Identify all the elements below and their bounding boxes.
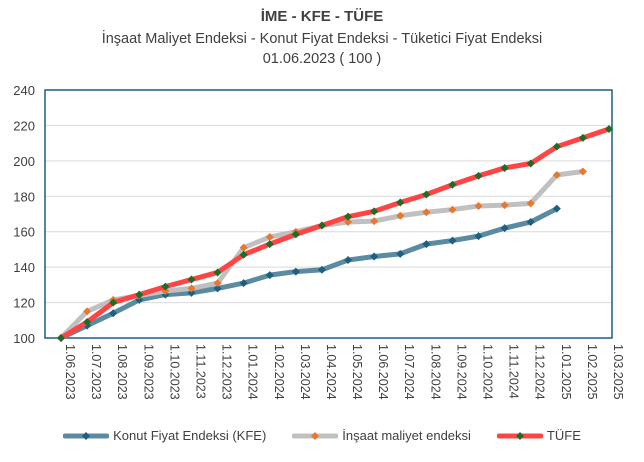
data-point xyxy=(83,307,92,316)
data-point xyxy=(500,224,509,233)
data-point xyxy=(605,124,613,133)
data-point xyxy=(448,236,457,245)
data-point xyxy=(239,279,248,288)
data-point xyxy=(57,334,65,342)
data-point xyxy=(187,275,196,284)
data-point xyxy=(187,284,196,293)
plot-border xyxy=(44,89,613,339)
x-tick-label: 1.05.2024 xyxy=(350,344,364,400)
data-point xyxy=(500,201,509,210)
chart-base-date: 01.06.2023 ( 100 ) xyxy=(262,51,382,67)
legend-item: TÜFE xyxy=(496,428,581,443)
data-point xyxy=(578,167,587,176)
y-tick-label: 240 xyxy=(13,83,35,98)
data-point xyxy=(396,211,405,220)
x-tick-label: 1.09.2024 xyxy=(454,344,468,400)
data-point xyxy=(422,240,431,249)
data-point xyxy=(474,171,483,180)
y-tick-label: 160 xyxy=(13,225,35,240)
series-line-0 xyxy=(58,206,560,341)
data-point xyxy=(500,163,509,172)
x-tick-label: 1.11.2023 xyxy=(193,344,207,399)
x-tick-label: 1.08.2023 xyxy=(115,344,129,400)
data-point xyxy=(213,279,222,288)
x-tick-label: 1.12.2024 xyxy=(533,344,547,400)
x-tick-label: 1.10.2024 xyxy=(481,344,495,400)
data-point xyxy=(135,290,144,299)
data-point xyxy=(265,233,274,242)
data-point xyxy=(317,265,326,274)
data-point xyxy=(526,159,535,168)
x-tick-label: 1.07.2023 xyxy=(89,344,103,400)
data-point xyxy=(265,271,274,280)
data-point xyxy=(291,267,300,276)
data-point xyxy=(448,205,457,214)
x-tick-label: 1.03.2025 xyxy=(611,344,625,400)
legend-item: Konut Fiyat Endeksi (KFE) xyxy=(63,428,266,443)
x-tick-label: 1.02.2024 xyxy=(272,344,286,400)
y-tick-label: 220 xyxy=(13,118,35,133)
data-point xyxy=(370,217,379,226)
y-tick-label: 120 xyxy=(13,296,35,311)
x-tick-label: 1.03.2024 xyxy=(298,344,312,400)
data-point xyxy=(370,207,379,216)
legend: Konut Fiyat Endeksi (KFE) İnşaat maliyet … xyxy=(0,428,644,443)
data-point xyxy=(213,268,222,277)
data-point xyxy=(422,208,431,217)
x-tick-label: 1.02.2025 xyxy=(585,344,599,400)
y-tick-label: 180 xyxy=(13,189,35,204)
x-tick-label: 1.01.2025 xyxy=(559,344,573,400)
legend-swatch xyxy=(292,431,339,440)
data-point xyxy=(396,249,405,258)
data-point xyxy=(396,198,405,207)
series-line-2 xyxy=(58,126,612,341)
data-point xyxy=(474,232,483,241)
data-point xyxy=(83,318,92,327)
x-tick-label: 1.01.2024 xyxy=(246,344,260,400)
data-point xyxy=(526,217,535,226)
data-point xyxy=(213,284,222,293)
legend-label: TÜFE xyxy=(546,428,581,443)
data-point xyxy=(239,243,248,252)
chart-title: İME - KFE - TÜFE xyxy=(260,8,384,25)
data-point xyxy=(552,142,561,151)
data-point xyxy=(239,250,248,259)
x-tick-label: 1.10.2023 xyxy=(167,344,181,400)
legend-item: İnşaat maliyet endeksi xyxy=(292,428,471,443)
x-tick-label: 1.06.2023 xyxy=(63,344,77,400)
x-tick-label: 1.08.2024 xyxy=(428,344,442,400)
x-tick-label: 1.04.2024 xyxy=(324,344,338,400)
x-tick-label: 1.12.2023 xyxy=(220,344,234,400)
data-point xyxy=(526,199,535,208)
data-point xyxy=(474,202,483,211)
y-tick-label: 200 xyxy=(13,154,35,169)
data-point xyxy=(109,309,118,318)
legend-label: Konut Fiyat Endeksi (KFE) xyxy=(113,428,267,443)
data-point xyxy=(448,180,457,189)
data-point xyxy=(317,221,326,230)
data-point xyxy=(370,252,379,261)
data-point xyxy=(344,212,353,221)
data-point xyxy=(422,190,431,199)
data-point xyxy=(552,204,561,213)
data-point xyxy=(344,256,353,265)
legend-label: İnşaat maliyet endeksi xyxy=(342,428,471,443)
legend-swatch xyxy=(496,431,543,440)
y-tick-label: 100 xyxy=(13,331,35,346)
y-tick-label: 140 xyxy=(13,260,35,275)
data-point xyxy=(578,133,587,142)
legend-swatch xyxy=(63,431,110,440)
x-tick-label: 1.07.2024 xyxy=(402,344,416,400)
data-point xyxy=(552,171,561,180)
chart-subtitle: İnşaat Maliyet Endeksi - Konut Fiyat End… xyxy=(101,31,543,47)
data-point xyxy=(161,282,170,291)
data-point xyxy=(265,240,274,249)
x-tick-label: 1.09.2023 xyxy=(141,344,155,400)
data-point xyxy=(109,298,118,307)
x-tick-label: 1.06.2024 xyxy=(376,344,390,400)
x-tick-label: 1.11.2024 xyxy=(507,344,521,399)
data-point xyxy=(291,230,300,239)
